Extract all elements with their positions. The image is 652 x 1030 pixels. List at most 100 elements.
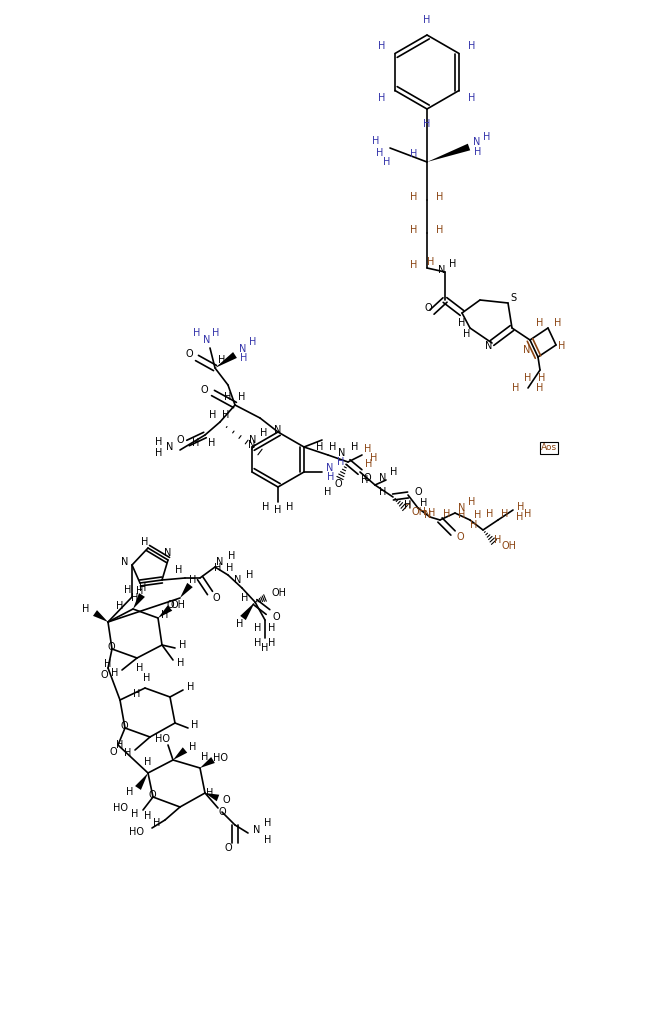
Text: H: H — [512, 383, 520, 393]
Polygon shape — [215, 352, 237, 368]
Text: H: H — [468, 497, 476, 507]
Text: O: O — [109, 747, 117, 757]
Text: H: H — [179, 640, 186, 650]
Text: H: H — [286, 502, 293, 512]
Text: H: H — [125, 748, 132, 758]
Polygon shape — [93, 610, 108, 622]
Text: H: H — [249, 337, 257, 347]
Text: H: H — [410, 149, 418, 159]
Text: H: H — [337, 457, 345, 467]
Text: HO: HO — [113, 803, 128, 813]
Text: O: O — [363, 473, 371, 483]
Text: H: H — [143, 673, 151, 683]
Text: O: O — [166, 600, 174, 610]
Text: H: H — [378, 93, 385, 103]
Text: O: O — [334, 479, 342, 489]
Text: H: H — [201, 752, 209, 762]
Text: H: H — [153, 818, 160, 828]
Text: H: H — [516, 512, 524, 522]
Text: H: H — [116, 740, 124, 750]
Text: H: H — [558, 341, 566, 351]
Text: H: H — [161, 610, 169, 620]
Text: H: H — [241, 593, 248, 603]
Text: H: H — [155, 448, 163, 458]
Text: HO: HO — [129, 827, 144, 837]
Text: H: H — [428, 508, 436, 518]
Text: H: H — [191, 720, 199, 730]
Text: H: H — [517, 502, 525, 512]
Text: H: H — [254, 623, 261, 633]
Text: H: H — [329, 442, 336, 452]
Text: H: H — [187, 682, 195, 692]
Text: H: H — [236, 619, 244, 629]
Text: H: H — [215, 563, 222, 573]
Text: H: H — [111, 668, 119, 678]
Text: OH: OH — [171, 600, 186, 610]
Text: H: H — [261, 643, 269, 653]
Polygon shape — [200, 757, 215, 768]
Text: H: H — [554, 318, 561, 328]
Text: H: H — [192, 438, 200, 448]
Text: HO: HO — [155, 734, 171, 744]
Text: H: H — [370, 453, 378, 464]
Text: H: H — [458, 318, 466, 328]
Text: H: H — [378, 41, 385, 52]
Text: N: N — [485, 341, 493, 351]
Text: H: H — [537, 383, 544, 393]
Polygon shape — [173, 748, 187, 760]
Text: H: H — [443, 509, 451, 519]
Text: H: H — [222, 410, 230, 420]
Text: H: H — [410, 225, 418, 235]
Text: H: H — [136, 663, 143, 673]
Text: H: H — [474, 147, 482, 157]
Text: N: N — [458, 503, 466, 513]
Text: O: O — [424, 303, 432, 313]
Text: H: H — [131, 593, 139, 603]
Text: N: N — [164, 548, 171, 558]
Text: H: H — [254, 638, 261, 648]
Text: H: H — [189, 575, 197, 585]
Text: N: N — [338, 448, 346, 458]
Text: N: N — [254, 825, 261, 835]
Text: HO: HO — [213, 753, 228, 763]
Text: H: H — [241, 353, 248, 363]
Text: O: O — [200, 385, 208, 394]
Text: H: H — [470, 520, 478, 530]
Text: H: H — [474, 510, 482, 520]
Text: O: O — [148, 790, 156, 800]
Text: O: O — [100, 670, 108, 680]
Text: H: H — [427, 258, 435, 267]
Text: H: H — [239, 392, 246, 402]
Text: H: H — [246, 570, 254, 580]
Text: H: H — [501, 509, 509, 519]
Text: O: O — [218, 806, 226, 817]
Text: N: N — [121, 557, 128, 566]
Text: H: H — [391, 467, 398, 477]
Polygon shape — [240, 602, 255, 620]
Text: N: N — [239, 344, 246, 354]
Text: H: H — [486, 509, 494, 519]
Text: H: H — [141, 537, 149, 547]
Polygon shape — [158, 606, 172, 618]
Text: Aos: Aos — [541, 444, 557, 452]
Text: O: O — [212, 593, 220, 603]
Text: H: H — [82, 604, 90, 614]
Text: H: H — [316, 442, 323, 452]
Text: H: H — [144, 757, 152, 767]
Text: H: H — [140, 583, 147, 593]
Text: H: H — [404, 500, 411, 510]
Text: H: H — [155, 437, 163, 447]
Text: H: H — [116, 600, 124, 611]
Text: H: H — [537, 318, 544, 328]
Text: O: O — [456, 533, 464, 542]
Text: OH: OH — [412, 507, 427, 517]
Polygon shape — [180, 583, 193, 598]
Text: H: H — [483, 132, 491, 142]
Text: H: H — [218, 355, 226, 365]
Text: H: H — [213, 328, 220, 338]
Text: N: N — [473, 137, 481, 147]
Text: H: H — [524, 509, 531, 519]
Text: H: H — [189, 742, 197, 752]
Text: H: H — [260, 428, 268, 438]
Text: H: H — [379, 487, 387, 497]
